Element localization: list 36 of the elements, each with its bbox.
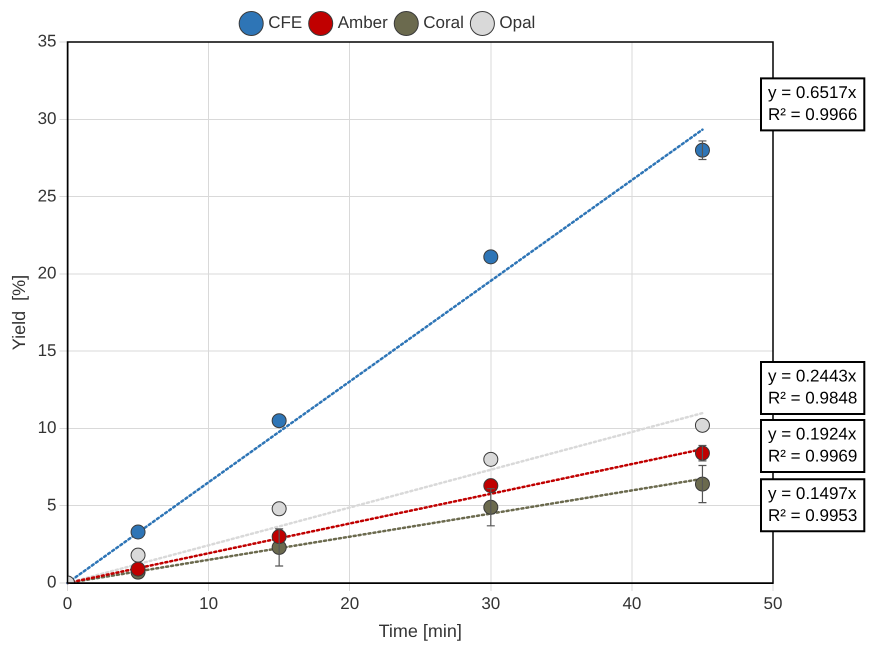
x-tick-label: 0 bbox=[62, 594, 72, 613]
point bbox=[130, 562, 146, 577]
annotation: y = 0.1924x R² = 0.9969 bbox=[768, 424, 858, 466]
y-tick-label: 5 bbox=[47, 495, 57, 514]
y-axis-title: Yield [%] bbox=[8, 274, 29, 350]
point bbox=[483, 249, 498, 264]
legend-label: Opal bbox=[499, 13, 536, 32]
y-tick-label: 35 bbox=[38, 32, 57, 51]
annotation: y = 0.2443x R² = 0.9848 bbox=[768, 366, 858, 408]
x-axis-title: Time [min] bbox=[378, 621, 462, 642]
legend-label: Amber bbox=[338, 13, 388, 32]
point bbox=[694, 418, 710, 433]
y-tick-label: 20 bbox=[38, 264, 57, 283]
point bbox=[272, 413, 287, 428]
point bbox=[130, 524, 146, 540]
y-tick-label: 25 bbox=[38, 186, 57, 206]
x-tick-label: 40 bbox=[622, 594, 642, 613]
annotation: y = 0.6517x R² = 0.9966 bbox=[768, 83, 858, 124]
legend-label: Coral bbox=[423, 13, 464, 32]
x-tick-label: 20 bbox=[340, 594, 360, 613]
x-tick-label: 10 bbox=[199, 594, 218, 613]
y-tick-label: 15 bbox=[38, 340, 57, 360]
x-tick-label: 30 bbox=[481, 594, 500, 613]
point bbox=[694, 142, 710, 158]
point bbox=[483, 452, 498, 467]
legend-label: CFE bbox=[268, 13, 302, 32]
point bbox=[694, 446, 710, 461]
y-tick-label: 30 bbox=[38, 108, 57, 128]
x-tick-label: 50 bbox=[764, 594, 782, 613]
point bbox=[130, 548, 146, 563]
annotation: y = 0.1497x R² = 0.9953 bbox=[768, 484, 858, 525]
point bbox=[694, 476, 710, 492]
y-tick-label: 10 bbox=[38, 418, 57, 438]
line-series bbox=[66, 128, 704, 584]
y-tick-label: 0 bbox=[47, 572, 57, 592]
point bbox=[272, 501, 287, 516]
